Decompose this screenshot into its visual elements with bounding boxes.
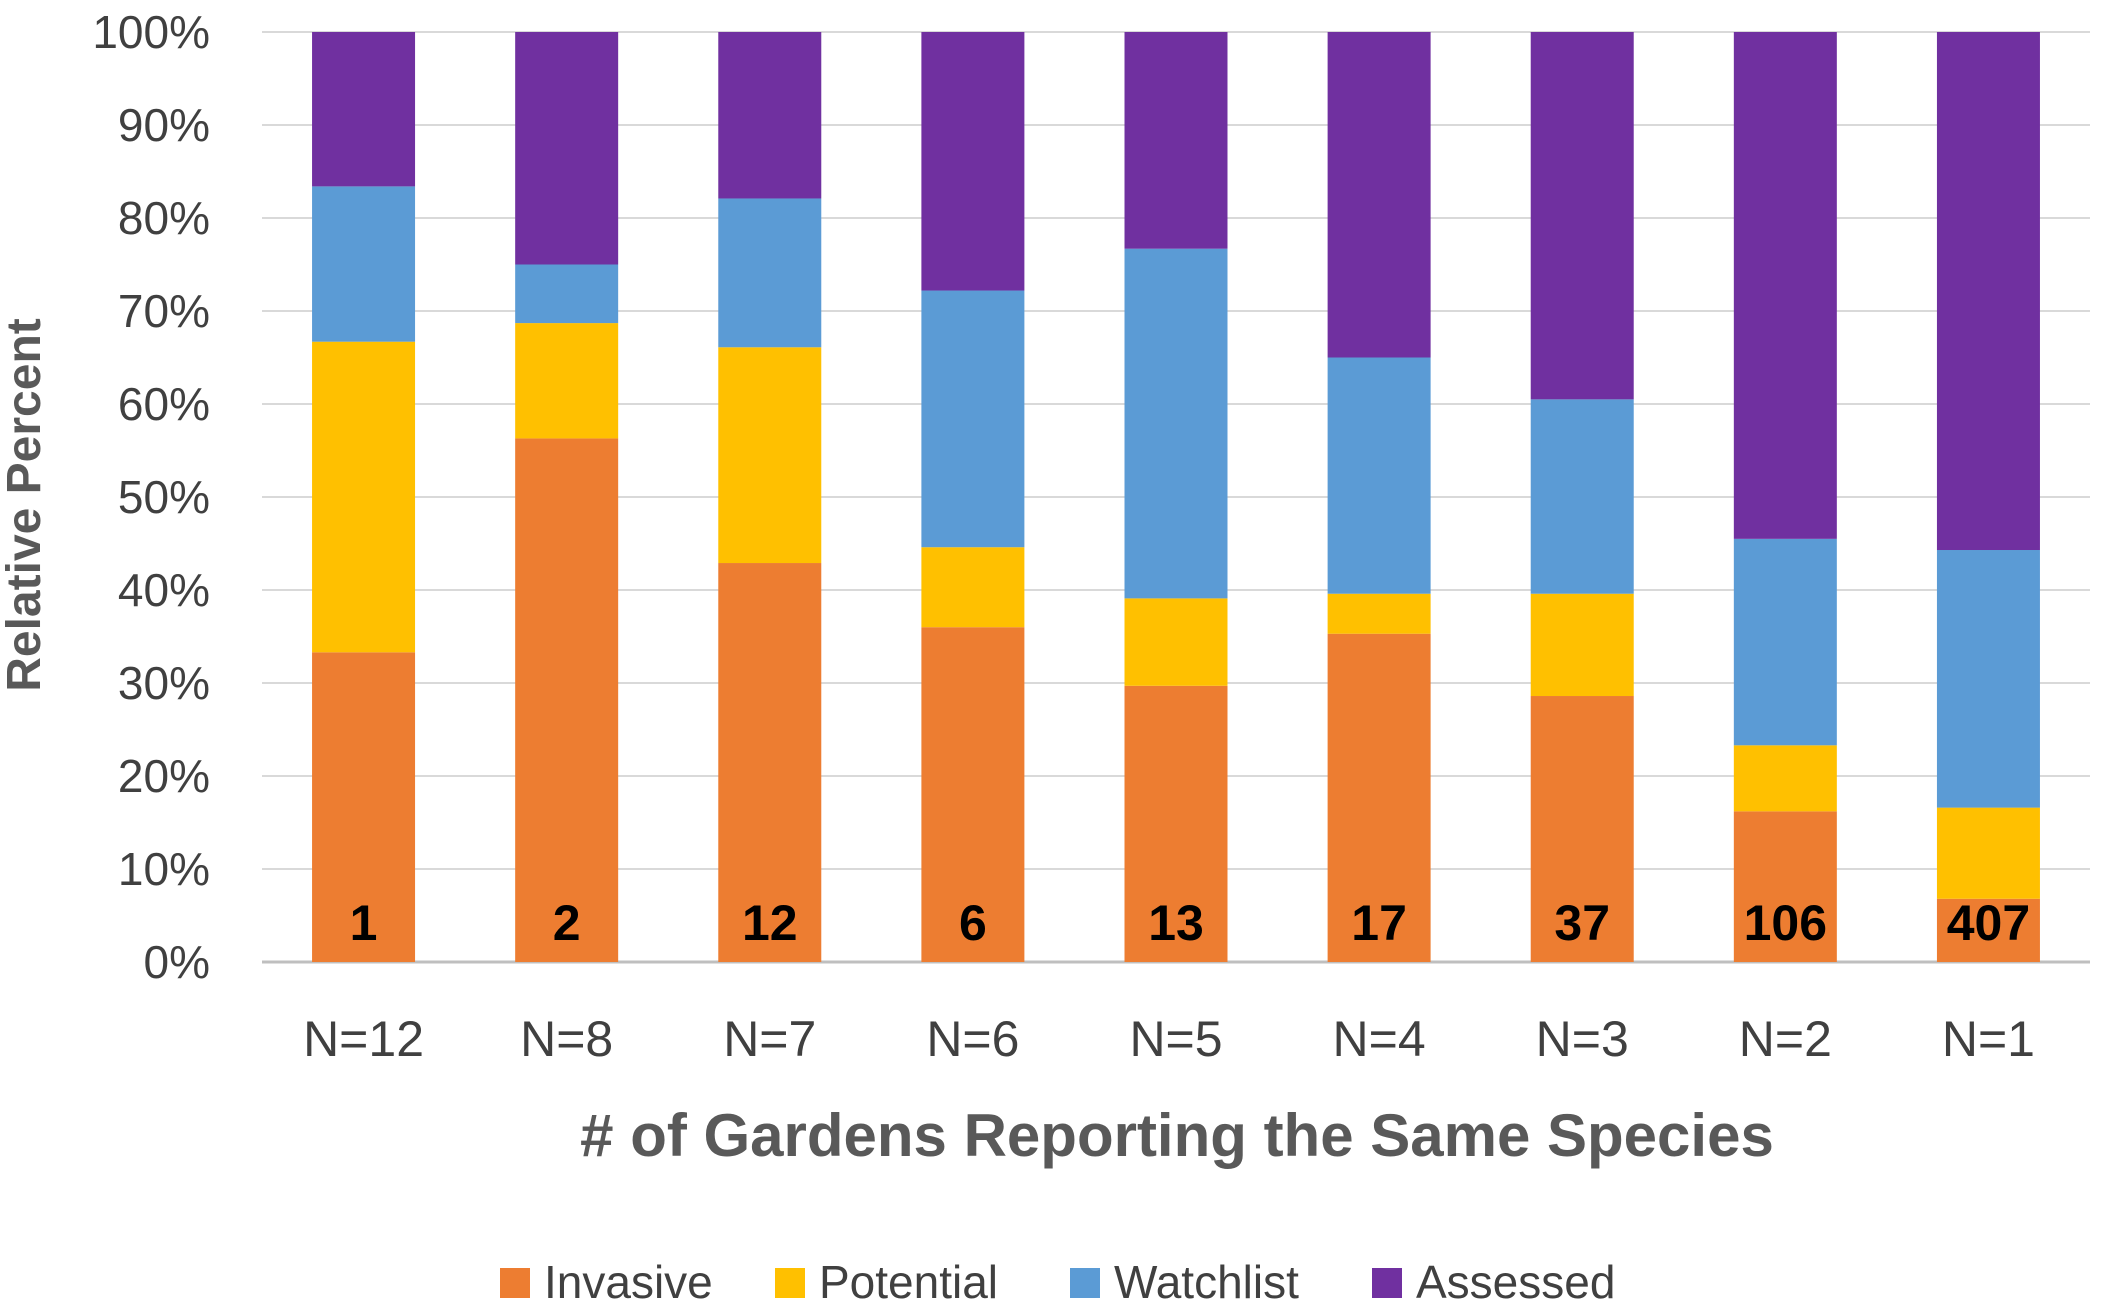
x-tick-label: N=6	[926, 1011, 1019, 1067]
bar-segment-potential	[312, 341, 416, 653]
x-tick-label: N=1	[1942, 1011, 2035, 1067]
y-tick-label: 10%	[118, 843, 210, 895]
bar-segment-assessed	[1733, 32, 1837, 539]
bar-segment-assessed	[921, 32, 1025, 291]
bar-segment-invasive	[1327, 633, 1431, 962]
bar-count-label: 6	[959, 895, 987, 951]
bar-segment-assessed	[312, 32, 416, 187]
y-tick-label: 40%	[118, 564, 210, 616]
legend-label-invasive: Invasive	[544, 1256, 713, 1308]
y-tick-label: 50%	[118, 471, 210, 523]
bar-segment-watchlist	[1327, 357, 1431, 594]
x-tick-label: N=5	[1129, 1011, 1222, 1067]
bar-segment-assessed	[1530, 32, 1634, 400]
bar-segment-invasive	[312, 652, 416, 962]
bar-segment-assessed	[515, 32, 619, 265]
legend-swatch-watchlist	[1070, 1268, 1100, 1298]
x-tick-label: N=7	[723, 1011, 816, 1067]
legend: Invasive Potential Watchlist Assessed	[500, 1256, 1615, 1308]
bar-segment-watchlist	[1124, 248, 1228, 599]
bar-count-label: 13	[1148, 895, 1204, 951]
legend-label-watchlist: Watchlist	[1114, 1256, 1299, 1308]
bar-segment-potential	[1733, 745, 1837, 812]
bar-segment-watchlist	[312, 186, 416, 342]
bar-count-label: 407	[1947, 895, 2030, 951]
bar-segment-watchlist	[921, 290, 1025, 548]
y-tick-label: 70%	[118, 285, 210, 337]
y-axis-ticks: 0% 10% 20% 30% 40% 50% 60% 70% 80% 90% 100%	[92, 6, 210, 988]
bar-segment-potential	[718, 347, 822, 564]
y-axis-title: Relative Percent	[0, 318, 51, 692]
bar-segment-invasive	[921, 627, 1025, 962]
bar-count-label: 2	[553, 895, 581, 951]
bar-segment-invasive	[1124, 685, 1228, 962]
bar-segment-potential	[1327, 593, 1431, 634]
legend-swatch-assessed	[1372, 1268, 1402, 1298]
bar-count-label: 37	[1554, 895, 1610, 951]
bar-count-labels: 1 2 12 6 13 17 37 106 407	[350, 895, 2031, 951]
bar-segment-watchlist	[718, 198, 822, 348]
bar-segment-assessed	[1327, 32, 1431, 358]
x-tick-label: N=3	[1536, 1011, 1629, 1067]
bars	[312, 32, 2040, 962]
y-tick-label: 100%	[92, 6, 210, 58]
bar-segment-assessed	[1936, 32, 2040, 551]
bar-segment-assessed	[1124, 32, 1228, 249]
bar-segment-potential	[515, 323, 619, 439]
bar-count-label: 106	[1744, 895, 1827, 951]
bar-segment-watchlist	[1936, 550, 2040, 808]
bar-count-label: 17	[1351, 895, 1407, 951]
bar-segment-watchlist	[515, 264, 619, 324]
y-tick-label: 0%	[144, 936, 210, 988]
y-tick-label: 80%	[118, 192, 210, 244]
x-tick-label: N=12	[303, 1011, 424, 1067]
y-tick-label: 60%	[118, 378, 210, 430]
legend-label-assessed: Assessed	[1416, 1256, 1615, 1308]
x-axis-ticks: N=12 N=8 N=7 N=6 N=5 N=4 N=3 N=2 N=1	[303, 1011, 2035, 1067]
x-tick-label: N=2	[1739, 1011, 1832, 1067]
y-tick-label: 30%	[118, 657, 210, 709]
y-tick-label: 20%	[118, 750, 210, 802]
bar-count-label: 1	[350, 895, 378, 951]
y-tick-label: 90%	[118, 99, 210, 151]
bar-segment-invasive	[718, 563, 822, 962]
bar-segment-invasive	[515, 438, 619, 962]
bar-segment-potential	[1530, 593, 1634, 697]
bar-segment-invasive	[1936, 898, 2040, 962]
bar-segment-invasive	[1733, 811, 1837, 962]
bar-segment-watchlist	[1733, 538, 1837, 746]
bar-segment-watchlist	[1530, 399, 1634, 594]
bar-segment-potential	[1936, 807, 2040, 899]
bar-count-label: 12	[742, 895, 798, 951]
legend-label-potential: Potential	[819, 1256, 998, 1308]
x-tick-label: N=8	[520, 1011, 613, 1067]
bar-segment-potential	[921, 547, 1025, 628]
bar-segment-invasive	[1530, 696, 1634, 962]
bar-segment-assessed	[718, 32, 822, 199]
bar-segment-potential	[1124, 598, 1228, 686]
legend-swatch-invasive	[500, 1268, 530, 1298]
legend-swatch-potential	[775, 1268, 805, 1298]
x-tick-label: N=4	[1333, 1011, 1426, 1067]
x-axis-title: # of Gardens Reporting the Same Species	[580, 1102, 1774, 1169]
